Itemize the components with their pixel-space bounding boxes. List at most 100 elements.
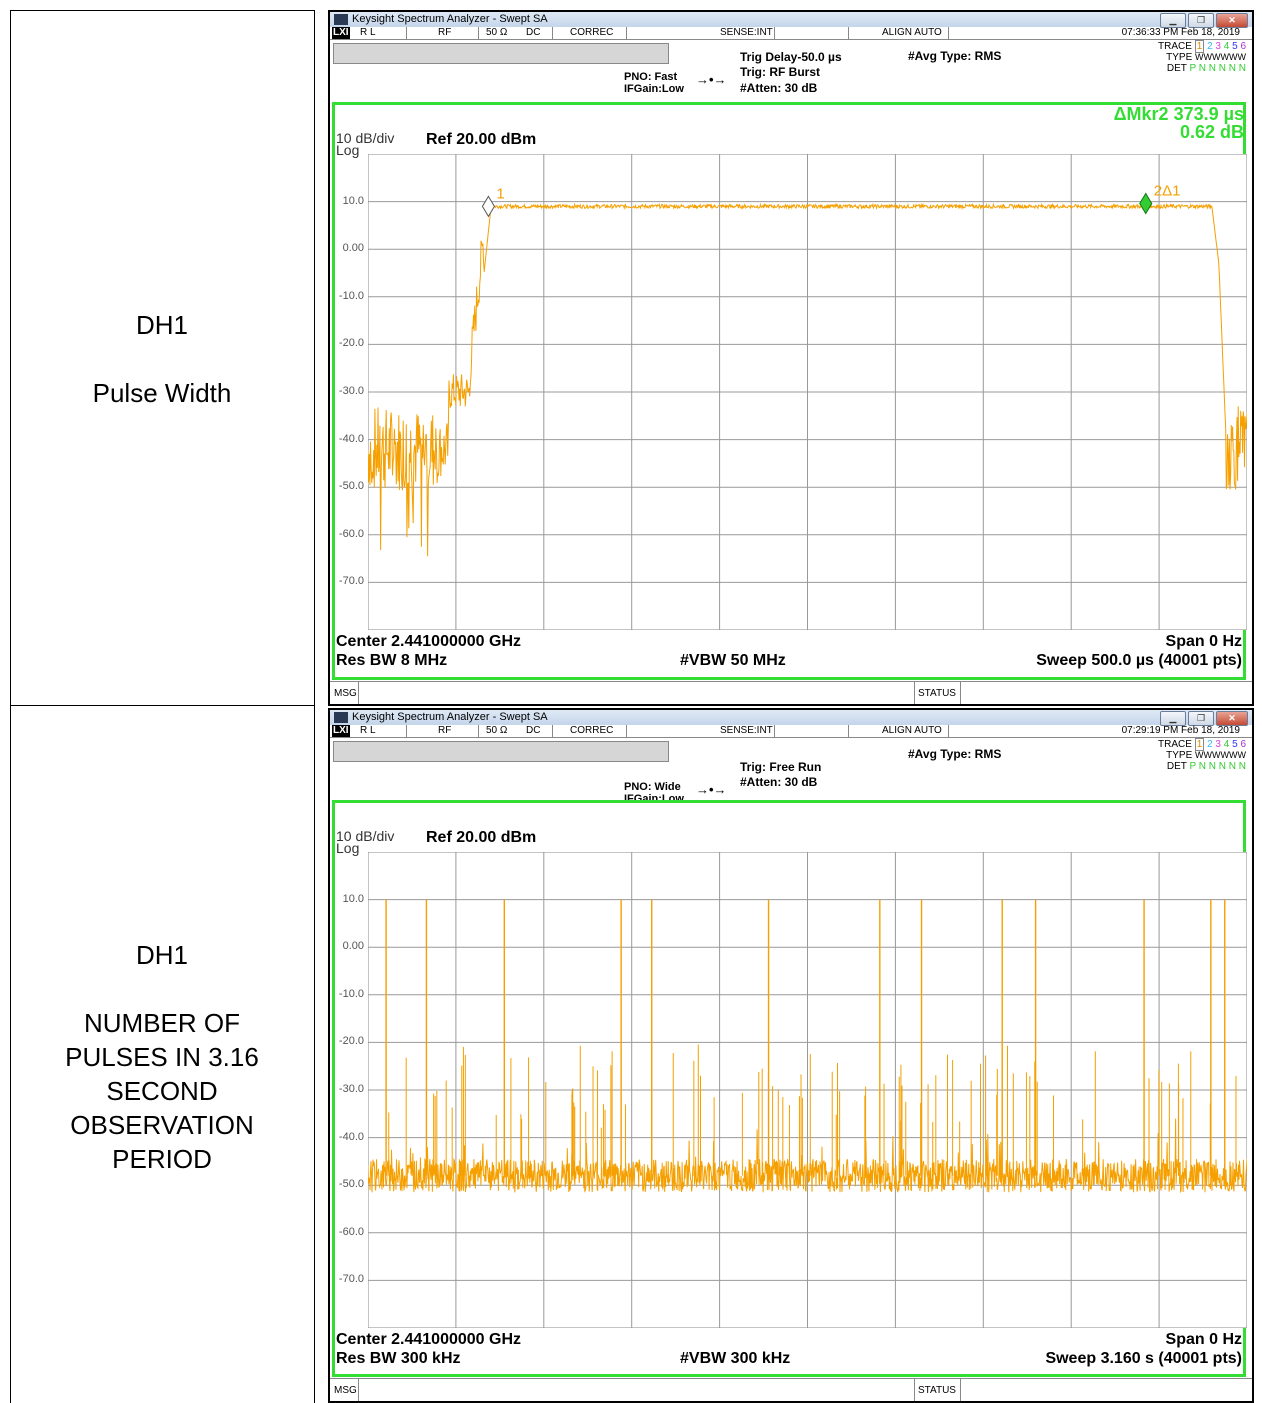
row1-label: DH1 Pulse Width: [10, 308, 314, 410]
trace-plot: 1 2Δ1: [368, 154, 1247, 630]
y-tick-label: -60.0: [338, 527, 364, 540]
message-bar: MSG STATUS: [330, 681, 1252, 704]
scale-type: Log: [336, 840, 360, 856]
pno-label: PNO: Fast: [624, 71, 678, 83]
det-label: DET: [1166, 63, 1187, 74]
y-tick-label: 10.0: [342, 194, 364, 207]
vbw-label: #VBW 300 kHz: [680, 1350, 791, 1367]
y-tick-label: 0.00: [342, 940, 364, 953]
trig-delay-label: Trig Delay-50.0 µs: [740, 50, 842, 64]
impedance-label: 50 Ω: [486, 725, 508, 736]
type-label: TYPE: [1166, 52, 1193, 63]
det-label: DET: [1166, 761, 1187, 772]
table-row-divider: [10, 705, 315, 706]
rl-label: R L: [360, 27, 376, 38]
status-bar: LXI R L RF 50 Ω DC CORREC SENSE:INT ALIGN AUTO 0…: [330, 725, 1252, 738]
res-bw-label: Res BW 8 MHz: [336, 652, 448, 669]
msg-label: MSG: [334, 688, 357, 699]
avg-type-label: #Avg Type: RMS: [908, 747, 1002, 761]
table-mid-border: [314, 10, 315, 1403]
trace-line: [368, 202, 1247, 557]
scale-label: 10 dB/div Log: [336, 828, 395, 856]
app-icon: [334, 14, 348, 25]
row2-label-line: OBSERVATION: [70, 1110, 254, 1140]
restore-button[interactable]: ❐: [1188, 711, 1214, 726]
minimize-button[interactable]: ▁: [1160, 13, 1186, 28]
sense-label: SENSE:INT: [720, 27, 773, 38]
y-tick-label: 0.00: [342, 242, 364, 255]
trace-info: TRACE 1 2 3 4 5 6 TYPE WWWWWW DET P N N N …: [1158, 40, 1247, 74]
atten-label: #Atten: 30 dB: [740, 775, 818, 789]
table-top-border: [10, 10, 315, 11]
span-label: Span 0 Hz: [1165, 1331, 1242, 1348]
center-freq-label: Center 2.441000000 GHz: [336, 1331, 521, 1348]
y-tick-label: -20.0: [338, 337, 364, 350]
trace-label: TRACE: [1158, 41, 1192, 52]
row2-label-line: NUMBER OF: [84, 1008, 240, 1038]
det-value: P N N N N N: [1189, 63, 1247, 74]
marker-label: 1: [496, 185, 504, 202]
trigger-label: Trig: Free Run: [740, 760, 822, 774]
close-button[interactable]: ✕: [1216, 13, 1248, 28]
marker-1-diamond: [481, 195, 496, 218]
status-bar: LXI R L RF 50 Ω DC CORREC SENSE:INT ALIGN AUTO 0…: [330, 27, 1252, 40]
trace-info: TRACE 1 2 3 4 5 6 TYPE WWWWWW DET P N N N …: [1158, 738, 1247, 772]
minimize-button[interactable]: ▁: [1160, 711, 1186, 726]
marker-level: 0.62 dB: [1179, 122, 1244, 142]
msg-label: MSG: [334, 1385, 357, 1396]
y-tick-label: -40.0: [338, 1130, 364, 1143]
row2-label-line: SECOND: [106, 1076, 218, 1106]
trace-label: TRACE: [1158, 739, 1192, 750]
type-value: WWWWWW: [1195, 52, 1246, 62]
table-left-border: [10, 10, 11, 1403]
delta-marker-readout: ΔMkr2 373.9 µs 0.62 dB: [1114, 105, 1244, 141]
window-titlebar[interactable]: Keysight Spectrum Analyzer - Swept SA ▁ ❐ ✕: [330, 12, 1252, 28]
datetime-label: 07:36:33 PM Feb 18, 2019: [1121, 27, 1240, 38]
y-tick-label: -10.0: [338, 289, 364, 302]
row2-label-line: PULSES IN 3.16: [65, 1042, 259, 1072]
rl-label: R L: [360, 725, 376, 736]
window-titlebar[interactable]: Keysight Spectrum Analyzer - Swept SA ▁ ❐ ✕: [330, 710, 1252, 726]
coupling-label: DC: [526, 725, 541, 736]
window-title: Keysight Spectrum Analyzer - Swept SA: [352, 711, 548, 723]
rf-label: RF: [438, 725, 452, 736]
y-tick-label: -20.0: [338, 1035, 364, 1048]
trace-plot: [368, 852, 1247, 1328]
row2-label-line: PERIOD: [112, 1144, 212, 1174]
y-tick-label: -50.0: [338, 480, 364, 493]
datetime-label: 07:29:19 PM Feb 18, 2019: [1121, 725, 1240, 736]
det-value: P N N N N N: [1189, 761, 1247, 772]
atten-label: #Atten: 30 dB: [740, 81, 818, 95]
sweep-label: Sweep 500.0 µs (40001 pts): [1036, 652, 1242, 669]
ref-level-label: Ref 20.00 dBm: [426, 829, 537, 846]
type-label: TYPE: [1166, 750, 1193, 761]
sense-label: SENSE:INT: [720, 725, 773, 736]
y-tick-label: -40.0: [338, 432, 364, 445]
close-button[interactable]: ✕: [1216, 711, 1248, 726]
avg-type-label: #Avg Type: RMS: [908, 49, 1002, 63]
status-label: STATUS: [918, 688, 956, 699]
ifgain-label: IFGain:Low: [624, 83, 684, 95]
span-label: Span 0 Hz: [1165, 633, 1242, 650]
scale-per-div: 10 dB/div: [336, 828, 395, 844]
impedance-label: 50 Ω: [486, 27, 508, 38]
align-label: ALIGN AUTO: [882, 725, 942, 736]
vbw-label: #VBW 50 MHz: [680, 652, 786, 669]
marker-2-diamond: [1139, 192, 1153, 215]
align-label: ALIGN AUTO: [882, 27, 942, 38]
window-title: Keysight Spectrum Analyzer - Swept SA: [352, 13, 548, 25]
type-value: WWWWWW: [1195, 750, 1246, 760]
status-label: STATUS: [918, 1385, 956, 1396]
y-tick-label: -10.0: [338, 987, 364, 1000]
y-tick-label: -30.0: [338, 1083, 364, 1095]
restore-button[interactable]: ❐: [1188, 13, 1214, 28]
y-tick-label: -70.0: [338, 575, 364, 588]
scale-label: 10 dB/div Log: [336, 131, 394, 158]
message-entry-box: [333, 741, 669, 762]
marker-label: 2Δ1: [1154, 183, 1181, 200]
ref-level-label: Ref 20.00 dBm: [426, 131, 537, 148]
scale-type: Log: [336, 142, 360, 158]
spectrum-analyzer-screen-pulse-width: Keysight Spectrum Analyzer - Swept SA ▁ ❐ ✕…: [328, 10, 1254, 706]
y-tick-label: -50.0: [338, 1178, 364, 1191]
res-bw-label: Res BW 300 kHz: [336, 1350, 461, 1367]
